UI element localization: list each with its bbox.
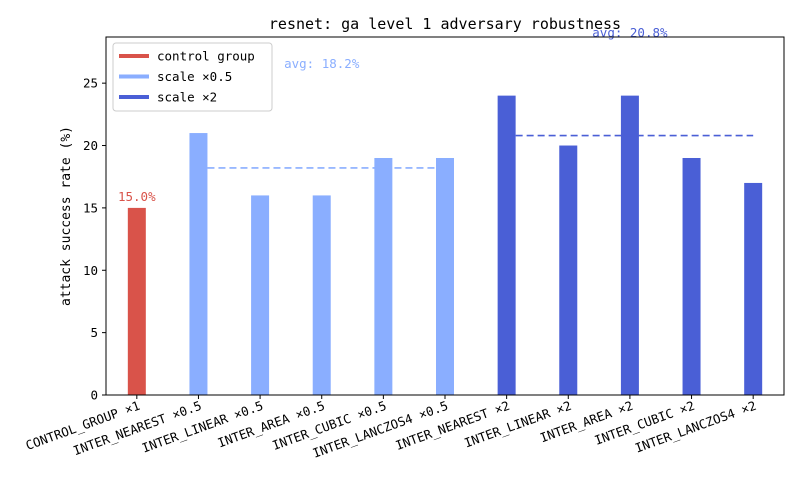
y-tick-label-6: 25: [83, 76, 98, 91]
bar-1: [127, 207, 146, 395]
bar-9: [620, 95, 639, 396]
legend-label-3: scale ×2: [157, 90, 217, 105]
bar-8: [559, 145, 578, 395]
bar-7: [497, 95, 516, 396]
legend-label-1: control group: [157, 49, 255, 64]
y-tick-label-5: 20: [83, 138, 98, 153]
y-tick-label-1: 0: [90, 388, 98, 403]
y-tick-label-2: 5: [90, 325, 98, 340]
legend: control group scale ×0.5 scale ×2: [112, 42, 273, 112]
legend-label-2: scale ×0.5: [157, 69, 232, 84]
bar-10: [682, 157, 701, 395]
annotation-2: avg: 18.2%: [284, 56, 360, 71]
y-axis-label: attack success rate (%): [59, 126, 74, 306]
bar-11: [744, 182, 763, 395]
bar-5: [374, 157, 393, 395]
bar-2: [189, 133, 208, 396]
annotation-1: 15.0%: [118, 189, 156, 204]
annotation-3: avg: 20.8%: [592, 25, 668, 40]
bar-3: [251, 195, 270, 395]
bar-6: [436, 157, 454, 395]
y-tick-label-4: 15: [83, 200, 98, 215]
legend-box: [112, 42, 273, 112]
bar-4: [312, 195, 331, 395]
y-tick-label-3: 10: [83, 263, 98, 278]
chart-title: resnet: ga level 1 adversary robustness: [269, 15, 621, 33]
